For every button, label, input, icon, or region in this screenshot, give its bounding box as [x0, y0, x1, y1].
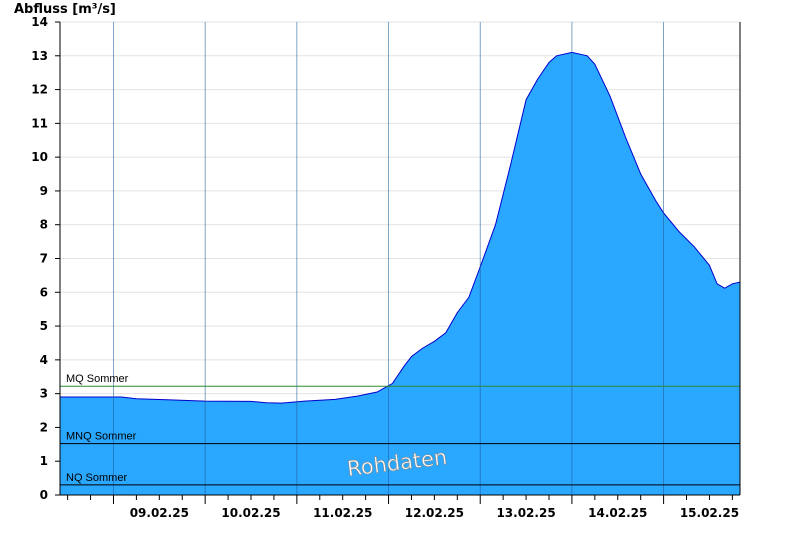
x-tick-label: 10.02.25	[221, 506, 280, 520]
series-area-fill	[60, 52, 740, 496]
y-tick-label: 6	[40, 285, 48, 299]
y-tick-label: 14	[31, 15, 48, 29]
x-tick-label: 13.02.25	[496, 506, 555, 520]
reference-lines-layer: MQ Sommer MNQ Sommer NQ Sommer	[60, 373, 740, 486]
x-tick-label: 14.02.25	[588, 506, 647, 520]
y-axis-label: Abfluss [m³/s]	[14, 2, 116, 17]
y-tick-label: 8	[40, 218, 48, 232]
grid-layer	[60, 21, 740, 496]
x-tick-label: 15.02.25	[680, 506, 739, 520]
y-tick-label: 13	[31, 49, 48, 63]
y-tick-label: 0	[40, 488, 48, 502]
y-tick-label: 9	[40, 184, 48, 198]
reference-line-label: MQ Sommer	[66, 373, 129, 385]
area-layer	[60, 51, 741, 496]
day-lines-layer	[113, 22, 664, 495]
x-tick-label: 11.02.25	[313, 506, 372, 520]
y-tick-label: 11	[31, 116, 48, 130]
y-tick-label: 2	[40, 420, 48, 434]
y-tick-label: 12	[31, 83, 48, 97]
x-tick-label: 09.02.25	[130, 506, 189, 520]
y-tick-label: 1	[40, 454, 48, 468]
x-tick-label: 12.02.25	[405, 506, 464, 520]
y-tick-label: 7	[40, 252, 48, 266]
y-tick-label: 4	[40, 353, 48, 367]
y-tick-label: 5	[40, 319, 48, 333]
y-tick-label: 3	[40, 387, 48, 401]
reference-line-label: NQ Sommer	[66, 472, 127, 484]
y-tick-label: 10	[31, 150, 48, 164]
reference-line-label: MNQ Sommer	[66, 431, 137, 443]
